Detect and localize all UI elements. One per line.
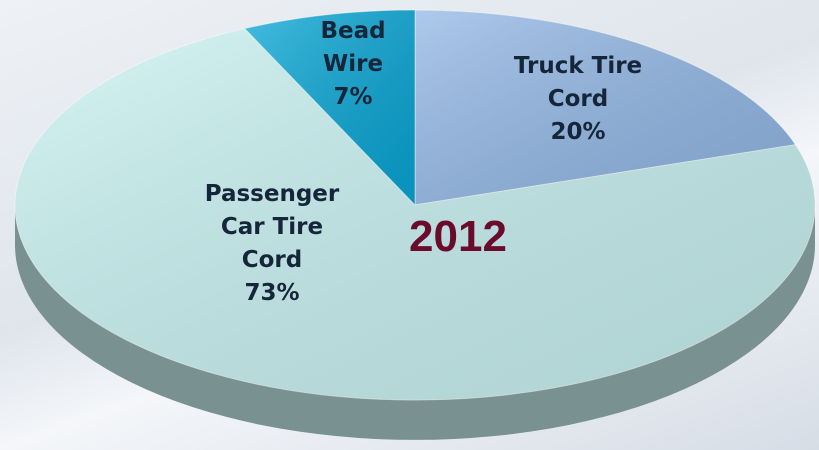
slice-side — [15, 205, 815, 440]
slice-value-label: 20% — [550, 119, 606, 145]
slice-category-label: Bead Wire — [320, 18, 386, 77]
slice-value-label: 73% — [244, 280, 300, 306]
slice-category-label: Truck Tire Cord — [513, 53, 643, 112]
slice-shade — [415, 10, 796, 205]
slice-shade — [244, 10, 415, 205]
slice-value-label: 7% — [333, 84, 373, 110]
slice-category-label: Passenger Car Tire Cord — [204, 181, 340, 273]
chart-title: 2012 — [409, 212, 507, 261]
slice-shade — [14, 28, 816, 401]
